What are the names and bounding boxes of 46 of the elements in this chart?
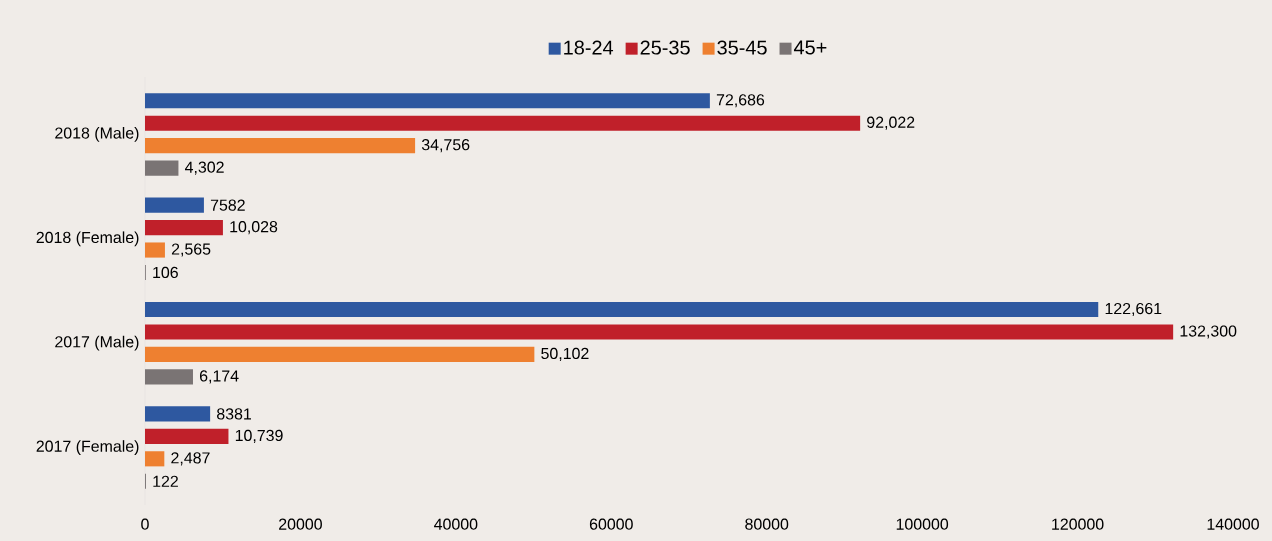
data-label: 50,102 bbox=[541, 347, 589, 361]
bar bbox=[145, 93, 710, 109]
data-label: 7582 bbox=[210, 199, 245, 211]
data-label: 10,739 bbox=[235, 429, 283, 443]
data-label: 122,661 bbox=[1105, 302, 1162, 317]
legend-label: 35-45 bbox=[717, 40, 767, 55]
bar bbox=[145, 406, 211, 422]
y-tick-label: 2018 (Female) bbox=[36, 231, 139, 247]
x-tick-label: 0 bbox=[141, 518, 149, 530]
x-tick-label: 100000 bbox=[896, 518, 949, 530]
data-label: 4,302 bbox=[184, 161, 224, 175]
data-label: 106 bbox=[153, 266, 178, 279]
legend-label: 18-24 bbox=[564, 40, 614, 55]
data-label: 10,028 bbox=[230, 221, 278, 235]
bar bbox=[145, 369, 193, 385]
bar bbox=[145, 138, 416, 154]
bar bbox=[145, 324, 1174, 340]
data-label: 2,565 bbox=[171, 243, 211, 257]
data-label: 92,022 bbox=[867, 116, 915, 130]
bar bbox=[145, 301, 1099, 318]
data-label: 132,300 bbox=[1180, 325, 1237, 339]
data-label: 2,487 bbox=[171, 452, 210, 466]
bar bbox=[145, 242, 165, 258]
data-label: 8381 bbox=[217, 408, 251, 420]
legend-label: 25-35 bbox=[640, 40, 690, 55]
legend-label: 45+ bbox=[793, 40, 827, 55]
bar bbox=[145, 451, 165, 467]
x-tick-label: 80000 bbox=[745, 518, 789, 530]
y-tick-label: 2017 (Male) bbox=[55, 335, 139, 351]
y-tick-label: 2017 (Female) bbox=[36, 440, 139, 456]
bar bbox=[145, 115, 861, 131]
x-tick-label: 60000 bbox=[589, 518, 633, 530]
data-label: 6,174 bbox=[199, 370, 239, 384]
bar bbox=[145, 346, 535, 362]
y-tick-label: 2018 (Male) bbox=[55, 127, 139, 142]
data-label: 122 bbox=[153, 475, 178, 487]
bar bbox=[145, 197, 204, 213]
x-tick-label: 120000 bbox=[1052, 518, 1104, 530]
data-label: 72,686 bbox=[716, 94, 765, 108]
x-tick-label: 40000 bbox=[434, 518, 478, 530]
x-tick-label: 20000 bbox=[279, 518, 322, 530]
bar bbox=[145, 220, 223, 236]
data-label: 34,756 bbox=[421, 139, 470, 153]
x-tick-label: 140000 bbox=[1207, 518, 1259, 530]
bar bbox=[145, 160, 179, 176]
bar bbox=[145, 428, 229, 444]
